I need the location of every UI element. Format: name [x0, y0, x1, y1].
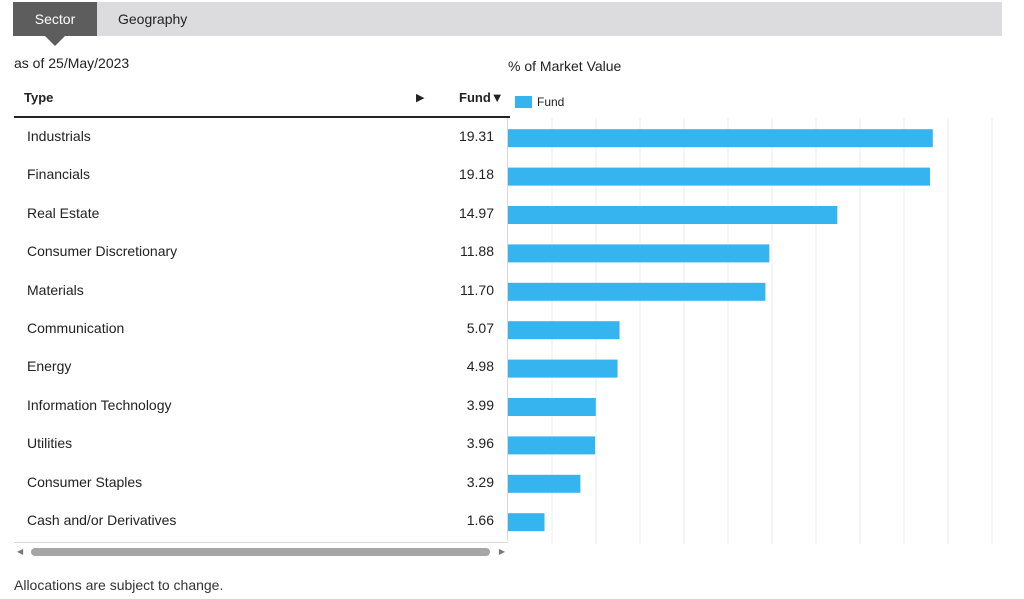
- footnote: Allocations are subject to change.: [14, 577, 224, 593]
- row-value: 14.97: [458, 204, 494, 221]
- row-value: 1.66: [466, 511, 494, 528]
- table-row: Financials 19.18: [14, 156, 507, 194]
- row-label: Cash and/or Derivatives: [27, 511, 177, 528]
- as-of-date: as of 25/May/2023: [14, 55, 130, 71]
- bar-real-estate[interactable]: [508, 206, 838, 224]
- bar-consumer-staples[interactable]: [508, 474, 581, 493]
- tab-sector-label: Sector: [34, 11, 76, 27]
- chart-title: % of Market Value: [508, 58, 622, 74]
- row-value: 19.31: [458, 128, 494, 144]
- legend-swatch: [515, 96, 532, 108]
- bar-financials[interactable]: [508, 167, 930, 186]
- bar-utilities[interactable]: [508, 436, 596, 455]
- row-label: Materials: [27, 281, 84, 298]
- scroll-right-arrow-icon[interactable]: ▶: [498, 547, 505, 556]
- row-label: Utilities: [27, 435, 73, 452]
- row-value: 5.07: [466, 319, 494, 336]
- bar-chart: [508, 118, 993, 544]
- bar-communication[interactable]: [508, 321, 620, 340]
- table-header: Type ▶ Fund▼: [14, 88, 510, 118]
- tab-sector[interactable]: Sector: [13, 2, 97, 46]
- row-label: Communication: [27, 319, 125, 336]
- bar-industrials[interactable]: [508, 129, 933, 148]
- table-row: Materials 11.70: [14, 272, 507, 310]
- column-header-type[interactable]: Type: [24, 90, 54, 105]
- column-header-fund-sort[interactable]: Fund▼: [459, 90, 504, 105]
- row-value: 19.18: [458, 166, 494, 183]
- tab-bar: Sector Geography: [13, 2, 1002, 46]
- bar-cash-and-or-derivatives[interactable]: [508, 513, 545, 532]
- table-row: Consumer Staples 3.29: [14, 464, 507, 502]
- table-row: Industrials 19.31: [14, 118, 507, 156]
- row-label: Industrials: [27, 128, 91, 144]
- bar-consumer-discretionary[interactable]: [508, 244, 770, 263]
- row-label: Consumer Discretionary: [27, 243, 178, 260]
- legend-label: Fund: [537, 95, 565, 109]
- row-value: 4.98: [466, 358, 494, 375]
- row-label: Consumer Staples: [27, 473, 143, 490]
- active-tab-caret-icon: [45, 36, 65, 46]
- tab-geography[interactable]: Geography: [118, 2, 187, 36]
- table-row: Information Technology 3.99: [14, 387, 507, 425]
- row-label: Financials: [27, 166, 91, 183]
- table-row: Energy 4.98: [14, 348, 507, 386]
- table-horizontal-scrollbar[interactable]: ◀ ▶: [14, 542, 508, 562]
- table-row: Utilities 3.96: [14, 425, 507, 463]
- row-value: 3.29: [466, 473, 494, 490]
- sector-table-body: Industrials 19.31 Financials 19.18 Real Es…: [14, 118, 508, 541]
- bar-information-technology[interactable]: [508, 398, 596, 416]
- bar-materials[interactable]: [508, 282, 766, 301]
- row-label: Real Estate: [27, 204, 100, 221]
- row-value: 3.99: [466, 396, 494, 413]
- bar-energy[interactable]: [508, 359, 618, 378]
- table-row: Cash and/or Derivatives 1.66: [14, 502, 507, 540]
- tab-geography-label: Geography: [118, 11, 188, 27]
- table-row: Real Estate 14.97: [14, 195, 507, 233]
- expand-columns-arrow-icon[interactable]: ▶: [416, 92, 425, 104]
- row-value: 11.70: [460, 281, 494, 298]
- row-value: 3.96: [466, 435, 494, 452]
- chart-legend: Fund: [515, 95, 564, 109]
- row-value: 11.88: [460, 243, 494, 260]
- table-row: Consumer Discretionary 11.88: [14, 233, 507, 271]
- row-label: Energy: [27, 358, 72, 375]
- row-label: Information Technology: [27, 396, 172, 413]
- scroll-left-arrow-icon[interactable]: ◀: [17, 547, 24, 556]
- scrollbar-thumb[interactable]: [31, 548, 490, 556]
- table-row: Communication 5.07: [14, 310, 507, 348]
